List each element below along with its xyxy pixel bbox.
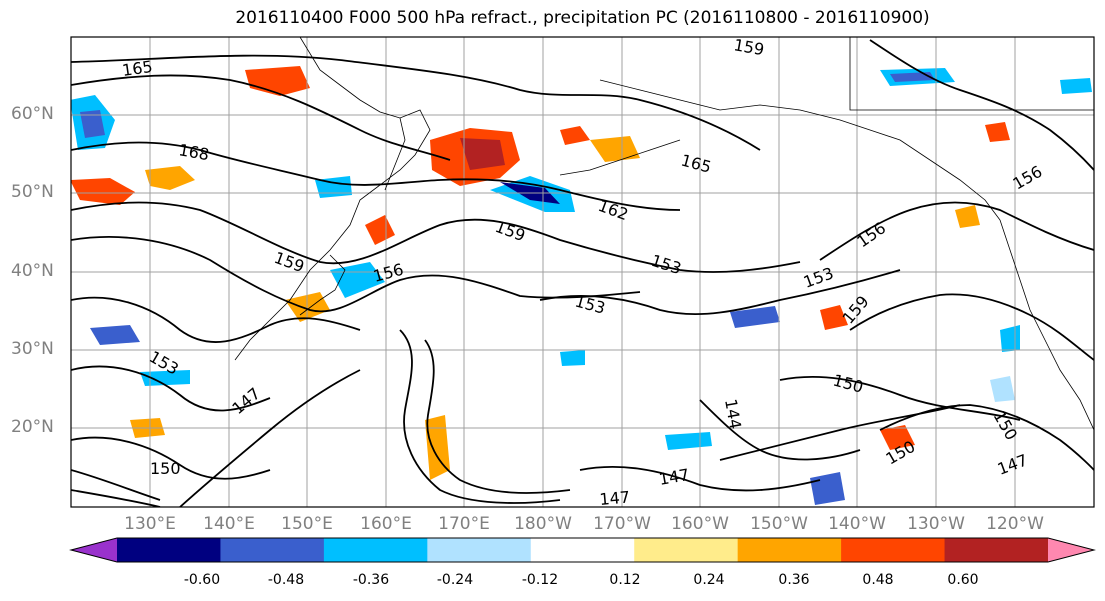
shade-negative	[990, 376, 1015, 402]
lat-label: 40°N	[11, 261, 54, 281]
colorbar-segment	[220, 538, 325, 562]
shade-positive	[590, 136, 640, 162]
shade-positive	[560, 126, 590, 145]
lon-label: 130°E	[124, 514, 176, 534]
coastline-aleutians	[559, 139, 681, 176]
contour-subtrop	[71, 489, 161, 507]
shade-positive	[985, 122, 1010, 142]
shade-negative	[810, 472, 845, 505]
lon-label: 140°W	[828, 514, 886, 534]
colorbar-tick-label: 0.60	[947, 572, 979, 588]
lon-label: 160°E	[360, 514, 412, 534]
colorbar-tick-label: 0.12	[609, 572, 641, 588]
contour-153	[539, 269, 901, 315]
shade-negative	[1060, 78, 1092, 94]
contour-150	[71, 365, 271, 412]
refractivity-contours	[71, 39, 1094, 507]
contour-147	[579, 465, 821, 492]
lat-label: 50°N	[11, 182, 54, 202]
colorbar-outline	[69, 537, 1096, 563]
colorbar-segment	[427, 538, 532, 562]
lat-label: 30°N	[11, 339, 54, 359]
colorbar-segment	[1048, 538, 1094, 562]
contour-east	[869, 39, 1094, 171]
gridlines	[71, 37, 1094, 507]
lon-label: 140°E	[203, 514, 255, 534]
contour-subtrop	[424, 339, 571, 494]
colorbar	[69, 537, 1096, 563]
shade-positive	[460, 138, 505, 170]
colorbar-tick-label: 0.36	[778, 572, 810, 588]
colorbar-tick-label: -0.36	[352, 572, 390, 588]
colorbar-segment	[71, 538, 117, 562]
lon-label: 150°W	[750, 514, 808, 534]
shade-negative	[80, 110, 105, 138]
figure-title: 2016110400 F000 500 hPa refract., precip…	[235, 8, 930, 28]
contour-156	[71, 236, 641, 313]
shade-positive	[71, 178, 135, 205]
shade-positive	[425, 415, 450, 480]
colorbar-segment	[530, 538, 635, 562]
shade-positive	[365, 215, 395, 245]
lon-label: 170°W	[593, 514, 651, 534]
lon-label: 160°W	[671, 514, 729, 534]
contour-159	[71, 201, 801, 273]
shade-negative	[140, 370, 190, 386]
colorbar-tick-label: -0.60	[183, 572, 221, 588]
coastlines	[234, 37, 1094, 431]
contour-subtrop	[179, 369, 361, 507]
shade-positive	[820, 305, 848, 330]
shade-positive	[880, 425, 915, 450]
lon-label: 120°W	[986, 514, 1044, 534]
contour-label: 150	[150, 459, 181, 478]
colorbar-segment	[634, 538, 739, 562]
contour-east	[849, 293, 1094, 361]
contour-subtrop	[71, 469, 161, 501]
coastline-asia	[234, 37, 431, 361]
shade-positive	[955, 205, 980, 228]
lat-label: 20°N	[11, 417, 54, 437]
lat-label: 60°N	[11, 104, 54, 124]
shade-negative	[330, 262, 385, 298]
contour-147	[71, 436, 271, 480]
colorbar-tick-label: -0.24	[436, 572, 474, 588]
colorbar-segment	[944, 538, 1049, 562]
map-border	[70, 36, 1095, 508]
contour-165	[71, 54, 761, 151]
lon-label: 130°W	[907, 514, 965, 534]
colorbar-tick-label: 0.24	[693, 572, 725, 588]
colorbar-segment	[323, 538, 428, 562]
coastline-japan	[299, 254, 346, 316]
contour-150	[779, 375, 1021, 421]
shade-negative	[90, 325, 140, 345]
coastline-na-west	[999, 219, 1094, 431]
colorbar-segment	[737, 538, 842, 562]
contour-162	[71, 141, 681, 211]
shade-negative	[560, 350, 585, 366]
country-border	[849, 37, 1094, 111]
colorbar-tick-label: -0.48	[267, 572, 305, 588]
lon-label: 150°E	[281, 514, 333, 534]
contour-label: 165	[121, 57, 154, 80]
lon-label: 180°W	[514, 514, 572, 534]
colorbar-segment	[117, 538, 221, 562]
contour-subtrop	[719, 404, 961, 461]
lon-label: 170°E	[438, 514, 490, 534]
shade-positive	[145, 166, 195, 190]
colorbar-tick-label: 0.48	[862, 572, 894, 588]
contour-165	[71, 74, 451, 161]
contour-label: 147	[599, 487, 631, 509]
contour-153	[71, 296, 361, 343]
colorbar-tick-label: -0.12	[521, 572, 559, 588]
coastline-alaska	[599, 79, 1001, 221]
shade-negative	[730, 306, 780, 328]
colorbar-segment	[841, 538, 946, 562]
contour-east	[819, 201, 1094, 261]
map-panel: 165 168 159 165 162 159 153 159 153 156 …	[70, 35, 1095, 509]
contour-subtrop	[399, 329, 561, 504]
coastline-kamchatka	[384, 117, 406, 191]
